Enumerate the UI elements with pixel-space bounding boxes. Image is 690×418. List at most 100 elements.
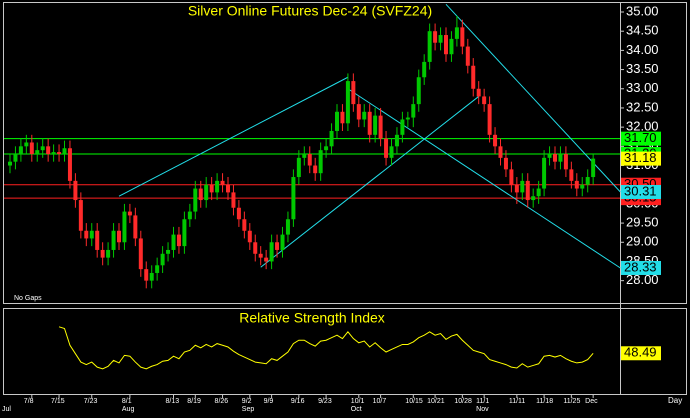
candle-body <box>215 180 220 193</box>
x-tick-label: 10/7 <box>373 398 387 405</box>
candle-body <box>367 111 372 135</box>
candle-body <box>155 265 160 273</box>
trendline-box <box>621 184 661 199</box>
candle-body <box>433 31 438 43</box>
candle-body <box>373 115 378 135</box>
candle-body <box>362 111 367 120</box>
x-tick-label: 10/15 <box>405 398 423 405</box>
rsi-title: Relative Strength Index <box>239 310 385 326</box>
trendline <box>260 96 480 268</box>
candle-body <box>117 230 121 243</box>
candle-body <box>166 249 171 254</box>
candle-body <box>264 257 269 262</box>
candle-body <box>580 184 585 189</box>
candle-body <box>78 200 83 231</box>
y-tick-label: 28.00 <box>626 272 659 287</box>
x-tick-label: 11/18 <box>536 398 553 405</box>
candle-body <box>144 269 149 281</box>
x-tick-label: 9/9 <box>264 398 274 405</box>
candle-body <box>100 249 105 258</box>
candle-body <box>236 207 241 220</box>
candle-body <box>422 61 427 78</box>
candle-body <box>35 150 40 155</box>
candle-body <box>416 77 421 105</box>
candle-body <box>542 157 547 189</box>
rsi-panel-frame <box>3 308 687 395</box>
candle-body <box>465 46 470 66</box>
candle-body <box>444 35 448 55</box>
candle-body <box>29 142 34 155</box>
rsi-line <box>58 326 594 370</box>
candle-body <box>242 219 247 231</box>
candle-body <box>525 180 530 201</box>
candle-body <box>449 38 454 55</box>
candle-body <box>547 154 552 158</box>
candle-body <box>482 96 487 105</box>
x-tick-label: 7/8 <box>24 398 34 405</box>
trendline <box>118 76 349 197</box>
candle-body <box>493 134 498 147</box>
x-tick-label: 11/25 <box>563 398 580 405</box>
x-tick-label: 9/23 <box>318 398 332 405</box>
x-tick-label: 8/26 <box>215 398 229 405</box>
candle-body <box>591 158 596 178</box>
candle-body <box>62 148 67 155</box>
candle-body <box>520 180 525 193</box>
x-tick-label: 10/1 <box>351 398 365 405</box>
candle-body <box>378 115 383 139</box>
x-tick-label: 10/21 <box>427 398 445 405</box>
candle-body <box>160 253 165 266</box>
x-tick-label: 8/13 <box>166 398 180 405</box>
candle-body <box>149 272 154 281</box>
candle-body <box>291 177 296 220</box>
candle-body <box>171 234 176 250</box>
candle-body <box>182 219 187 247</box>
candle-body <box>220 180 225 185</box>
candle-body <box>574 180 579 189</box>
y-tick-label: 34.50 <box>626 23 659 38</box>
candle-body <box>427 31 432 62</box>
candle-body <box>389 146 394 158</box>
candle-body <box>8 161 12 166</box>
x-tick-label: 8/19 <box>187 398 201 405</box>
candle-body <box>73 180 78 201</box>
y-tick-label: 34.00 <box>626 42 659 57</box>
candle-body <box>460 27 465 47</box>
candle-body <box>411 104 416 118</box>
candle-body <box>40 146 45 151</box>
candle-body <box>95 230 100 250</box>
last-price-box <box>621 151 661 166</box>
candle-body <box>138 238 143 270</box>
candle-body <box>487 104 492 135</box>
y-tick-label: 35.00 <box>626 3 659 18</box>
x-unit-label: Day <box>668 396 682 405</box>
candle-body <box>111 230 116 250</box>
candle-body <box>296 157 301 178</box>
candle-body <box>356 104 361 120</box>
no-gaps-note: No Gaps <box>14 295 42 302</box>
candle-body <box>438 35 443 43</box>
month-label: Nov <box>476 406 489 413</box>
month-label: Sep <box>242 406 255 413</box>
candle-body <box>247 230 252 243</box>
candle-body <box>122 211 127 243</box>
candle-body <box>193 188 198 212</box>
candle-body <box>106 249 111 258</box>
candle-body <box>18 146 23 155</box>
candle-body <box>285 219 290 235</box>
candle-body <box>226 184 230 193</box>
candle-body <box>258 253 263 258</box>
candle-body <box>313 165 318 174</box>
candle-body <box>280 234 285 250</box>
rsi-last-label: 48.49 <box>624 345 657 360</box>
candle-body <box>558 154 563 162</box>
candle-body <box>553 154 557 162</box>
x-tick-label: 11/1 <box>476 398 489 405</box>
candle-body <box>204 184 209 201</box>
x-tick-label: 9/2 <box>242 398 252 405</box>
trendline-box <box>621 260 661 275</box>
candle-body <box>536 188 541 197</box>
